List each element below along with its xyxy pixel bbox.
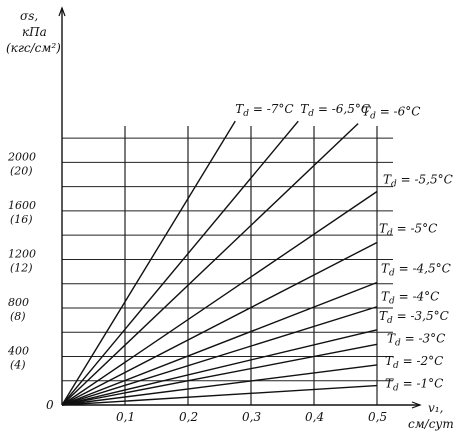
x-tick-label: 0,5: [368, 410, 387, 424]
series-label: Td = -4,5°C: [381, 261, 451, 278]
series-line: [61, 281, 378, 406]
x-tick-label: 0,3: [242, 410, 261, 424]
x-tick-label: 0,2: [179, 410, 198, 424]
series-line: [61, 190, 378, 406]
series-label-rest: = -1°C: [399, 377, 444, 391]
y-tick-sublabel: (4): [10, 358, 26, 371]
y-axis-arrow: [58, 6, 66, 17]
series-label: Td = -5°C: [379, 221, 437, 238]
series-label: Td = -6°C: [362, 105, 420, 122]
origin-label: 0: [46, 398, 54, 412]
series-label-main: T: [387, 331, 396, 345]
series-label: Td = -4°C: [381, 290, 439, 307]
series-label-sub: d: [393, 361, 399, 371]
series-label-rest: = -2°C: [399, 354, 444, 368]
x-tick-label: 0,1: [116, 410, 135, 424]
series-label-main: T: [235, 102, 244, 116]
x-tick-label: 0,4: [305, 410, 324, 424]
series-line: [61, 306, 378, 406]
series-layer: [61, 120, 378, 406]
x-axis-title: v₁,: [428, 401, 443, 415]
series-label: Td = -2°C: [385, 354, 443, 371]
series-label-rest: = -6°C: [376, 105, 421, 119]
series-label: Td = -1°C: [385, 377, 443, 394]
y-tick-label: 1600: [8, 199, 36, 212]
y-axis-title: кПа: [22, 25, 47, 39]
series-label: Td = -3,5°C: [379, 309, 449, 326]
axes-layer: [58, 6, 422, 409]
series-line: [61, 343, 378, 406]
series-label-rest: = -4,5°C: [395, 261, 451, 275]
series-line: [61, 241, 378, 406]
y-tick-label: 2000: [7, 150, 36, 163]
x-axis-title: см/сут: [408, 417, 454, 431]
series-line: [61, 120, 299, 406]
series-label-sub: d: [387, 228, 393, 238]
series-label-sub: d: [387, 316, 393, 326]
series-label-sub: d: [391, 180, 397, 190]
series-label-rest: = -5,5°C: [397, 173, 453, 187]
series-label-main: T: [385, 377, 394, 391]
series-label-main: T: [379, 221, 388, 235]
series-label-rest: = -3°C: [401, 331, 446, 345]
series-label-main: T: [362, 105, 371, 119]
series-label-rest: = -5°C: [393, 221, 438, 235]
series-label-rest: = -3,5°C: [393, 309, 449, 323]
series-line: [61, 384, 378, 406]
series-label-rest: = -6,5°C: [314, 102, 370, 116]
y-tick-sublabel: (20): [10, 164, 33, 177]
x-axis-arrow: [411, 401, 422, 409]
series-label-main: T: [300, 102, 309, 116]
series-label: Td = -6,5°C: [300, 102, 370, 119]
y-tick-label: 400: [7, 344, 29, 357]
series-label: Td = -7°C: [235, 102, 293, 119]
series-label-main: T: [381, 290, 390, 304]
y-tick-sublabel: (8): [10, 310, 26, 323]
series-label-sub: d: [308, 109, 314, 119]
series-line: [61, 123, 359, 406]
series-label-sub: d: [393, 384, 399, 394]
y-axis-title: σs,: [20, 9, 38, 23]
grid-layer: [62, 126, 393, 405]
series-label-sub: d: [389, 297, 395, 307]
series-label-rest: = -7°C: [249, 102, 294, 116]
y-tick-label: 800: [8, 296, 29, 309]
series-label-rest: = -4°C: [395, 290, 440, 304]
series-label: Td = -5,5°C: [383, 173, 453, 190]
series-label-sub: d: [243, 109, 249, 119]
y-axis-title: (кгс/см²): [6, 41, 61, 55]
y-tick-label: 1200: [8, 247, 36, 260]
series-label-sub: d: [389, 268, 395, 278]
y-tick-sublabel: (16): [10, 213, 33, 226]
series-label-sub: d: [395, 338, 401, 348]
series-label-main: T: [383, 173, 392, 187]
series-label-main: T: [379, 309, 388, 323]
series-label-main: T: [385, 354, 394, 368]
y-tick-sublabel: (12): [10, 261, 33, 274]
labels-layer: Td = -1°CTd = -2°CTd = -3°CTd = -3,5°CTd…: [6, 9, 454, 431]
series-line: [61, 329, 378, 406]
series-line: [61, 364, 378, 406]
series-label-main: T: [381, 261, 390, 275]
series-label-sub: d: [370, 112, 376, 122]
series-line: [61, 120, 236, 406]
series-label: Td = -3°C: [387, 331, 445, 348]
